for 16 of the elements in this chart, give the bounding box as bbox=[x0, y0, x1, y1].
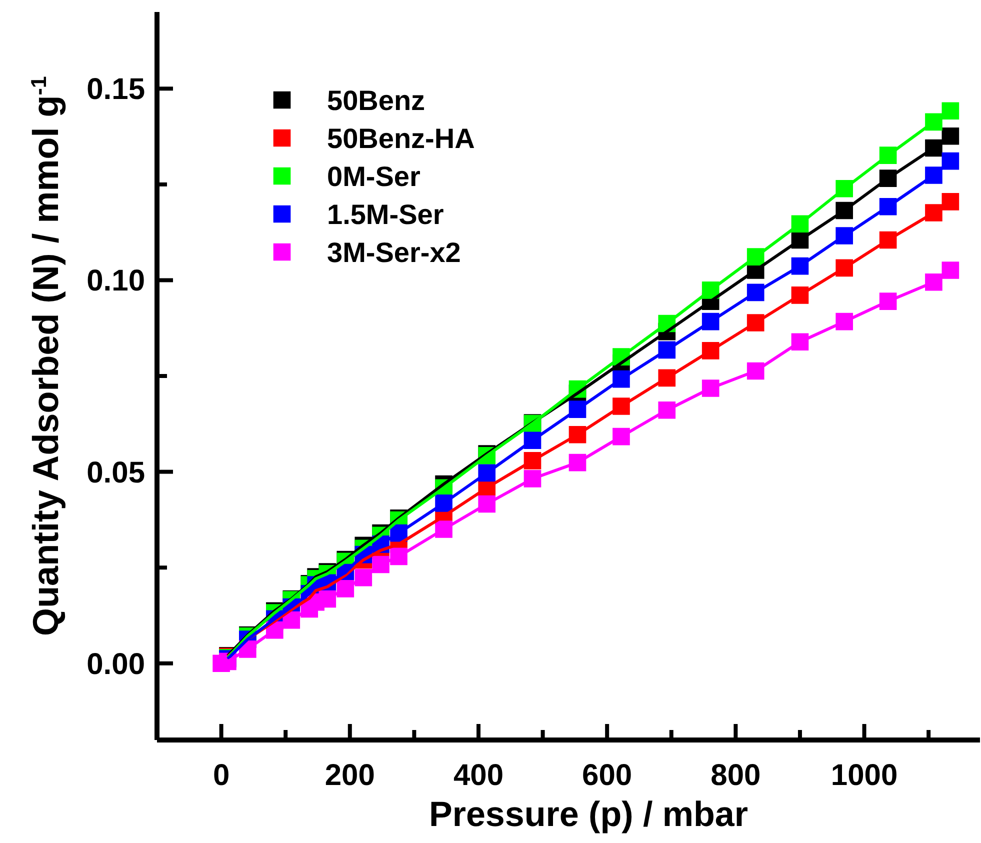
y-tick-label: 0.15 bbox=[86, 73, 145, 106]
y-tick-label: 0.00 bbox=[86, 648, 145, 681]
x-axis-title: Pressure (p) / mbar bbox=[429, 795, 748, 834]
legend-label: 50Benz-HA bbox=[327, 122, 475, 154]
legend-label: 50Benz bbox=[327, 84, 426, 116]
x-tick-label: 600 bbox=[582, 759, 632, 792]
x-tick-label: 800 bbox=[710, 759, 761, 792]
legend-label: 3M-Ser-x2 bbox=[327, 236, 461, 268]
x-tick-label: 1000 bbox=[830, 759, 898, 792]
y-tick-label: 0.10 bbox=[86, 264, 145, 298]
y-tick-label: 0.05 bbox=[86, 456, 145, 490]
x-tick-label: 400 bbox=[453, 759, 504, 792]
legend-label: 0M-Ser bbox=[327, 160, 420, 192]
x-tick-label: 0 bbox=[212, 759, 230, 792]
x-tick-label: 200 bbox=[324, 759, 375, 792]
legend-label: 1.5M-Ser bbox=[327, 198, 444, 230]
